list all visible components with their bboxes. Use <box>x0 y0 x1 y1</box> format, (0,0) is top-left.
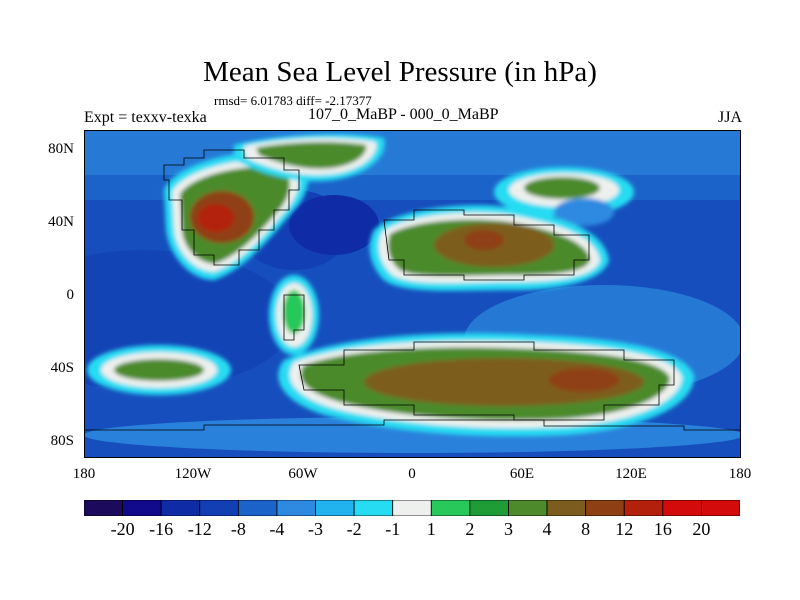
lat-label-80n: 80N <box>48 141 74 157</box>
lon-label-60e: 60E <box>509 466 535 482</box>
colorbar-box-12 <box>546 500 587 516</box>
colorbar-label: -8 <box>230 519 246 539</box>
colorbar-label: 8 <box>581 519 591 539</box>
colorbar-label: -2 <box>346 519 362 539</box>
coastline-southern <box>298 341 675 421</box>
coastline-northwest <box>163 149 300 266</box>
pressure-map <box>84 130 741 458</box>
southern-peak <box>549 368 619 392</box>
colorbar-label: 3 <box>503 519 513 539</box>
colorbar-box-13 <box>585 500 625 516</box>
lon-label-120e: 120E <box>615 466 647 482</box>
lon-label-60w: 60W <box>288 466 318 482</box>
colorbar-box-7 <box>353 500 394 516</box>
colorbar-box-6 <box>315 500 355 516</box>
equatorial-island <box>283 290 305 334</box>
colorbar <box>84 500 740 516</box>
colorbar-label: -12 <box>187 519 212 539</box>
lon-label-0: 0 <box>408 466 416 482</box>
rmsd-diff-stats: rmsd= 6.01783 diff= -2.17377 <box>214 93 372 108</box>
coastline-island <box>283 294 305 341</box>
north-cap-land <box>256 142 367 169</box>
lat-label-80s: 80S <box>50 433 74 449</box>
central-peak <box>464 230 504 250</box>
lat-label-40s: 40S <box>50 360 74 376</box>
colorbar-label: 16 <box>653 519 672 539</box>
lon-label-180w: 180 <box>72 466 96 482</box>
colorbar-label: 4 <box>542 519 552 539</box>
colorbar-label: -16 <box>149 519 174 539</box>
colorbar-box-14 <box>623 500 664 516</box>
colorbar-box-2 <box>160 500 201 516</box>
experiment-label: Expt = texxv-texka <box>84 109 207 126</box>
colorbar-box-9 <box>430 500 471 516</box>
colorbar-box-10 <box>469 500 509 516</box>
colorbar-label: 20 <box>692 519 711 539</box>
colorbar-box-15 <box>662 500 702 516</box>
colorbar-label: -3 <box>308 519 324 539</box>
colorbar-box-1 <box>122 500 162 516</box>
coastline-central <box>383 209 590 281</box>
season-label: JJA <box>717 109 742 126</box>
colorbar-box-4 <box>237 500 278 516</box>
central-low-core <box>289 195 379 255</box>
lon-label-180e: 180 <box>728 466 752 482</box>
map-frame <box>84 130 741 458</box>
northwest-peak <box>198 204 234 232</box>
lon-label-120w: 120W <box>174 466 212 482</box>
colorbar-label: -20 <box>110 519 135 539</box>
colorbar-label: 2 <box>465 519 475 539</box>
colorbar-box-0 <box>84 500 123 516</box>
lat-label-0: 0 <box>66 287 75 303</box>
colorbar-box-11 <box>508 500 548 516</box>
colorbar-box-8 <box>392 500 432 516</box>
lat-label-40n: 40N <box>48 214 74 230</box>
colorbar-box-3 <box>199 500 239 516</box>
arctic-band <box>84 130 741 175</box>
northeast-blue-pocket <box>554 198 614 226</box>
coastline-south-pole <box>84 419 741 431</box>
plot-title: Mean Sea Level Pressure (in hPa) <box>203 56 597 88</box>
colorbar-label: -1 <box>385 519 401 539</box>
colorbar-label: 1 <box>426 519 436 539</box>
difference-label: 107_0_MaBP - 000_0_MaBP <box>308 106 499 123</box>
colorbar-box-5 <box>276 500 316 516</box>
colorbar-box-16 <box>701 500 740 516</box>
colorbar-label: 12 <box>615 519 634 539</box>
southwest-high <box>114 359 204 381</box>
colorbar-label: -4 <box>269 519 285 539</box>
northeast-land <box>524 177 600 199</box>
